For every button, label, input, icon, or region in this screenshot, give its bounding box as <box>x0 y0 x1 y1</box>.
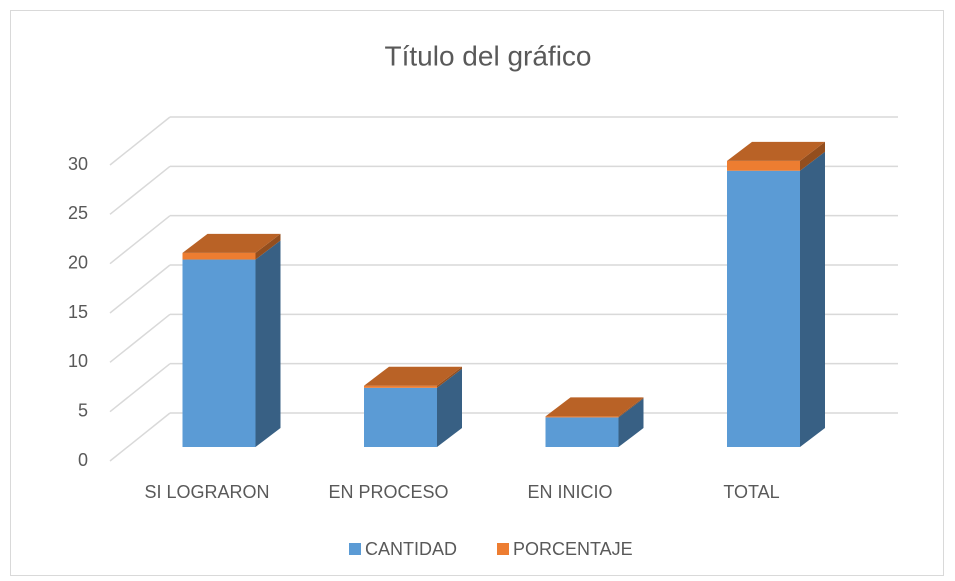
x-tick-label: SI LOGRARON <box>144 482 269 502</box>
bar-top <box>364 366 462 386</box>
bar-side <box>618 397 644 418</box>
legend-swatch <box>497 543 509 555</box>
bar <box>364 387 437 447</box>
bar-side <box>255 233 281 260</box>
y-tick-label: 25 <box>68 203 88 223</box>
x-tick-label: EN INICIO <box>527 482 612 502</box>
chart-title: Título del gráfico <box>385 40 592 71</box>
grid-line <box>109 363 171 413</box>
grid-line <box>109 165 171 215</box>
x-tick-label: EN PROCESO <box>328 482 448 502</box>
bar-side <box>437 368 462 447</box>
y-tick-label: 15 <box>68 302 88 322</box>
grid-line <box>109 412 171 462</box>
bar-side <box>437 366 462 388</box>
y-tick-label: 10 <box>68 351 88 371</box>
bar <box>727 160 800 171</box>
x-tick-label: TOTAL <box>723 482 779 502</box>
bar-side <box>618 398 644 447</box>
y-tick-label: 0 <box>78 450 88 470</box>
grid-line <box>109 313 171 363</box>
bar-top <box>182 233 281 253</box>
legend-label: CANTIDAD <box>365 539 457 559</box>
grid-line <box>109 264 171 314</box>
bar-side <box>255 240 281 447</box>
legend-swatch <box>349 543 361 555</box>
bar-top <box>545 397 644 417</box>
bar <box>545 417 619 447</box>
grid-line <box>109 215 171 265</box>
bar-top <box>727 141 825 161</box>
legend-label: PORCENTAJE <box>513 539 633 559</box>
bar <box>182 259 256 447</box>
bar-side <box>800 141 825 171</box>
bar <box>182 252 256 260</box>
y-tick-label: 30 <box>68 154 88 174</box>
bar <box>727 170 800 447</box>
y-tick-label: 20 <box>68 252 88 272</box>
grid-line <box>109 116 171 166</box>
bar <box>364 385 437 388</box>
y-tick-label: 5 <box>78 400 88 420</box>
bar <box>545 416 619 418</box>
bar-side <box>800 151 825 447</box>
